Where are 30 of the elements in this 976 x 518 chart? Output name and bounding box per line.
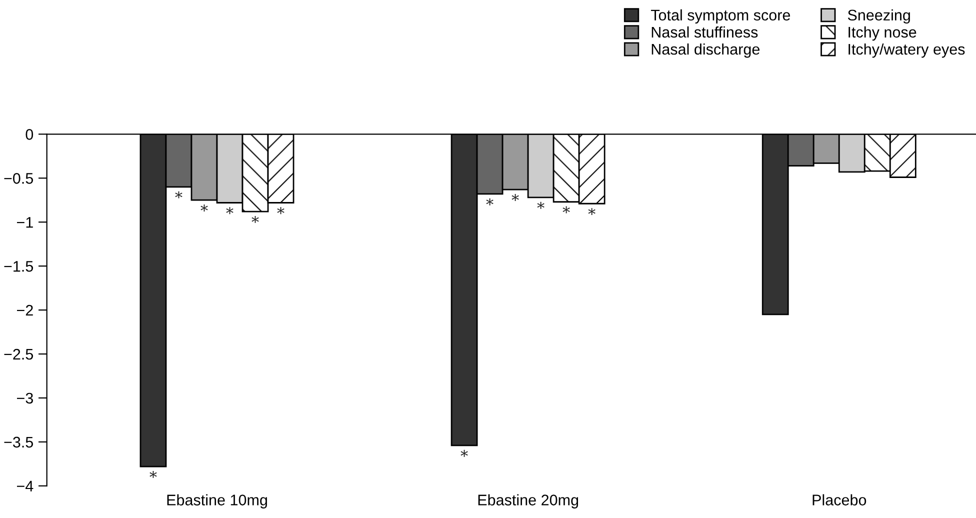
x-tick-label: Ebastine 10mg (167, 494, 267, 508)
y-tick-label: −3.5 (4, 436, 34, 448)
legend-label: Nasal discharge (652, 43, 760, 58)
y-tick-label: 0 (26, 129, 34, 140)
y-tick-label: −1 (16, 217, 33, 228)
legend-label: Itchy/watery eyes (848, 43, 965, 58)
legend-label: Nasal stuffiness (652, 26, 758, 38)
annotation: * (512, 194, 519, 201)
x-tick-label: Placebo (812, 494, 866, 506)
legend-label: Sneezing (848, 9, 910, 24)
annotation: * (562, 206, 570, 214)
annotation: * (226, 207, 234, 214)
annotation: * (277, 207, 284, 214)
annotation: * (175, 191, 182, 198)
y-tick-label: −0.5 (4, 172, 34, 184)
annotation: * (460, 450, 468, 457)
annotation: * (486, 198, 494, 206)
y-tick-label: −2.5 (4, 348, 34, 360)
x-tick-label: Ebastine 20mg (478, 494, 578, 508)
annotation: * (150, 470, 157, 478)
annotation: * (200, 204, 208, 212)
legend-label: Itchy nose (848, 26, 916, 41)
y-tick-label: −3 (16, 392, 33, 404)
y-tick-label: −4 (16, 480, 34, 492)
legend-label: Total symptom score (650, 9, 790, 24)
y-tick-label: −2 (16, 304, 33, 316)
annotation: * (537, 202, 544, 209)
y-tick-label: −1.5 (4, 261, 34, 272)
annotation: * (252, 216, 259, 223)
annotation: * (588, 208, 596, 216)
